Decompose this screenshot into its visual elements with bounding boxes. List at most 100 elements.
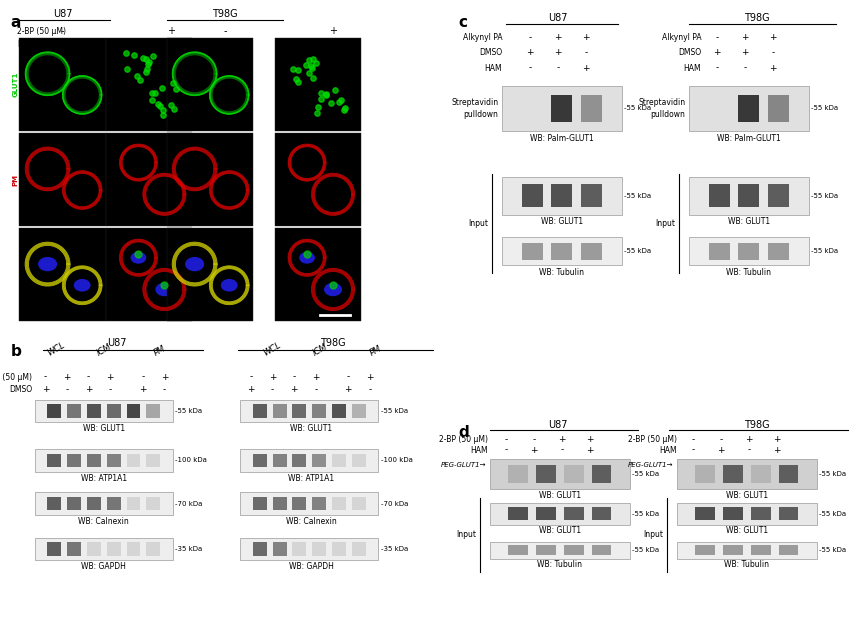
Text: WB: Tubulin: WB: Tubulin: [540, 267, 585, 277]
Bar: [253, 404, 266, 418]
Ellipse shape: [74, 279, 91, 292]
Text: -: -: [44, 373, 47, 381]
Text: -: -: [66, 385, 68, 394]
Ellipse shape: [156, 283, 173, 296]
Point: [302, 55, 316, 65]
Bar: [146, 497, 160, 511]
Point: [146, 51, 160, 61]
Text: 2-BP (50 μM): 2-BP (50 μM): [628, 435, 677, 445]
Ellipse shape: [38, 257, 57, 271]
Bar: [564, 507, 584, 521]
Bar: [275, 228, 362, 321]
Bar: [253, 453, 266, 467]
Bar: [126, 453, 140, 467]
Bar: [48, 453, 61, 467]
Bar: [689, 177, 809, 215]
Text: -: -: [292, 373, 296, 381]
Text: +: +: [526, 49, 534, 57]
Bar: [708, 243, 729, 259]
Text: +: +: [558, 435, 566, 445]
Text: Alkynyl PA: Alkynyl PA: [662, 33, 702, 42]
Text: d: d: [458, 425, 469, 440]
Bar: [581, 95, 602, 122]
Point: [157, 104, 170, 114]
Bar: [87, 497, 101, 511]
Text: Input: Input: [457, 531, 477, 539]
Text: Input: Input: [644, 531, 663, 539]
Text: -: -: [271, 385, 274, 394]
Point: [314, 88, 328, 98]
Text: DMSO: DMSO: [17, 40, 41, 49]
Text: -: -: [692, 435, 695, 445]
Ellipse shape: [185, 257, 204, 271]
Bar: [106, 497, 120, 511]
Text: -55 kDa: -55 kDa: [176, 408, 202, 414]
Bar: [689, 238, 809, 265]
Bar: [352, 542, 366, 555]
Text: -: -: [772, 49, 774, 57]
Text: -70 kDa: -70 kDa: [176, 501, 202, 506]
Bar: [490, 503, 630, 525]
Bar: [695, 465, 714, 483]
Text: -: -: [743, 63, 746, 73]
Text: T98G: T98G: [212, 9, 238, 19]
Point: [319, 89, 333, 99]
Bar: [312, 497, 326, 511]
Text: WB: GAPDH: WB: GAPDH: [81, 562, 126, 571]
Text: GLUT1/PM/DAPI: GLUT1/PM/DAPI: [12, 244, 18, 305]
Bar: [751, 545, 771, 555]
Text: -55 kDa: -55 kDa: [818, 547, 846, 553]
Text: PM: PM: [12, 174, 18, 185]
Text: b: b: [10, 344, 22, 359]
Point: [143, 57, 157, 67]
Bar: [272, 453, 286, 467]
Text: -: -: [715, 33, 719, 42]
Point: [151, 98, 165, 108]
Text: -: -: [163, 385, 166, 394]
Text: +: +: [773, 445, 780, 455]
Text: -: -: [347, 373, 349, 381]
Bar: [708, 184, 729, 207]
Bar: [275, 38, 362, 131]
Bar: [126, 542, 140, 555]
Text: +: +: [773, 435, 780, 445]
Bar: [739, 184, 759, 207]
Bar: [352, 453, 366, 467]
Text: GLUT1: GLUT1: [12, 72, 18, 97]
Point: [164, 101, 178, 111]
Point: [133, 75, 147, 85]
Bar: [35, 537, 173, 560]
Bar: [48, 497, 61, 511]
Bar: [332, 404, 346, 418]
Bar: [312, 453, 326, 467]
Text: +: +: [586, 445, 593, 455]
Bar: [240, 449, 379, 471]
Text: -: -: [747, 445, 751, 455]
Bar: [509, 465, 528, 483]
Bar: [167, 228, 253, 321]
Bar: [67, 497, 81, 511]
Text: U87: U87: [548, 420, 567, 430]
Bar: [592, 465, 612, 483]
Text: -: -: [504, 445, 508, 455]
Ellipse shape: [131, 252, 146, 264]
Bar: [48, 542, 61, 555]
Text: ICM: ICM: [95, 342, 112, 358]
Bar: [592, 507, 612, 521]
Bar: [126, 497, 140, 511]
Text: WB: Palm-GLUT1: WB: Palm-GLUT1: [717, 134, 781, 142]
Text: U87: U87: [53, 9, 73, 19]
Text: +: +: [554, 49, 561, 57]
Bar: [87, 453, 101, 467]
Bar: [522, 184, 542, 207]
Bar: [48, 404, 61, 418]
Text: HAM: HAM: [484, 63, 503, 73]
Text: T98G: T98G: [744, 12, 770, 22]
Bar: [552, 184, 573, 207]
Bar: [490, 542, 630, 559]
Bar: [779, 545, 798, 555]
Point: [145, 88, 159, 98]
Point: [139, 67, 153, 77]
Text: 2-BP (50 μM): 2-BP (50 μM): [0, 373, 33, 381]
Text: WB: GLUT1: WB: GLUT1: [727, 217, 770, 226]
